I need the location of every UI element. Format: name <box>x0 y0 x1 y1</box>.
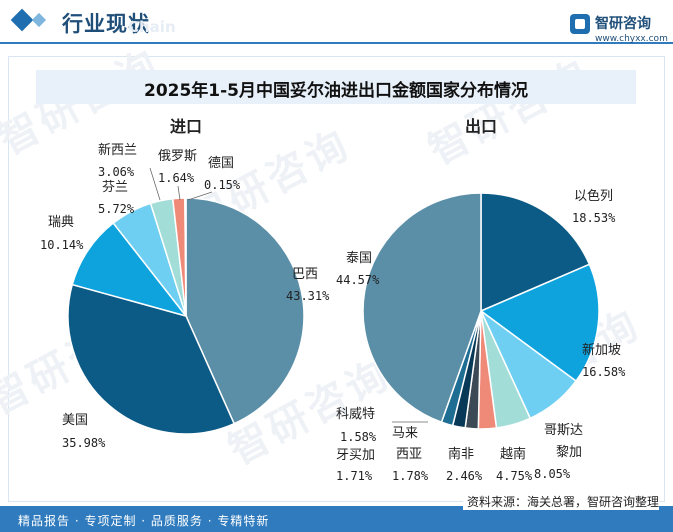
slice-name-label: 西亚 <box>396 447 422 462</box>
leader-line-5 <box>177 185 181 201</box>
pie-slice-0 <box>480 192 591 313</box>
pie-title: 进口 <box>170 117 202 136</box>
slice-value-label: 18.53% <box>572 211 616 225</box>
slice-name-label: 俄罗斯 <box>158 149 197 164</box>
pie-slice-2 <box>71 222 188 318</box>
slice-name-label: 瑞典 <box>48 215 74 230</box>
header-underline <box>0 42 673 44</box>
slice-name-label: 越南 <box>500 446 526 462</box>
pie-slice-6 <box>184 197 187 317</box>
section-title: 行业现状 <box>62 12 150 36</box>
slice-name-label: 芬兰 <box>102 180 128 195</box>
chart-title: 2025年1-5月中国妥尔油进出口金额国家分布情况 <box>143 81 529 101</box>
header-watermark: Chain <box>128 18 176 36</box>
slice-name-label: 南非 <box>448 446 474 462</box>
slice-name-label: 以色列 <box>574 188 613 204</box>
source-text: 资料来源：海关总署，智研咨询整理 <box>462 493 659 510</box>
chart-title-band <box>36 70 636 104</box>
pie-slice-1 <box>479 263 600 383</box>
slice-value-label: 5.72% <box>98 202 135 216</box>
slice-value-label: 1.58% <box>340 430 377 444</box>
slice-name-label: 科威特 <box>336 407 375 422</box>
slice-value-label: 0.15% <box>204 178 241 192</box>
slice-name-label: 泰国 <box>346 251 372 266</box>
slice-value-label: 43.31% <box>286 289 330 303</box>
slice-name-label: 巴西 <box>292 267 318 282</box>
pie-title: 出口 <box>465 117 497 136</box>
logo-text: 智研咨询 <box>595 16 651 32</box>
slice-name-label: 新西兰 <box>98 142 137 158</box>
slice-name-label: 德国 <box>208 156 234 171</box>
slice-name-label: 牙买加 <box>336 448 375 463</box>
slice-value-label: 10.14% <box>40 238 84 252</box>
leader-line-6 <box>187 191 213 201</box>
slice-name-label: 黎加 <box>556 445 582 460</box>
slice-value-label: 44.57% <box>336 273 380 287</box>
slice-value-label: 8.05% <box>534 467 571 481</box>
slice-name-label: 马来 <box>392 426 418 441</box>
slice-value-label: 2.46% <box>446 469 483 483</box>
slice-name-label: 哥斯达 <box>544 423 583 438</box>
pie-slice-8 <box>362 192 482 424</box>
footer-bar: 精品报告 · 专项定制 · 品质服务 · 专精特新 <box>0 506 673 532</box>
footer-slogan: 精品报告 · 专项定制 · 品质服务 · 专精特新 <box>18 514 270 528</box>
slice-value-label: 35.98% <box>62 436 106 450</box>
slice-value-label: 1.64% <box>158 171 195 185</box>
slice-value-label: 4.75% <box>496 469 533 483</box>
slice-value-label: 1.78% <box>392 469 429 483</box>
logo-icon <box>570 14 590 34</box>
header: 行业现状 Chain 智研咨询 www.chyxx.com <box>0 0 673 50</box>
pie-slice-1 <box>67 283 236 435</box>
brand-logo: 智研咨询 www.chyxx.com <box>570 12 670 48</box>
slice-value-label: 1.71% <box>336 469 373 483</box>
logo-url: www.chyxx.com <box>595 34 668 44</box>
slice-name-label: 美国 <box>62 413 88 428</box>
slice-value-label: 16.58% <box>582 365 626 379</box>
leader-line-4 <box>149 167 161 201</box>
pie-slice-0 <box>185 197 305 425</box>
slice-value-label: 3.06% <box>98 165 135 179</box>
slice-name-label: 新加坡 <box>582 342 621 358</box>
